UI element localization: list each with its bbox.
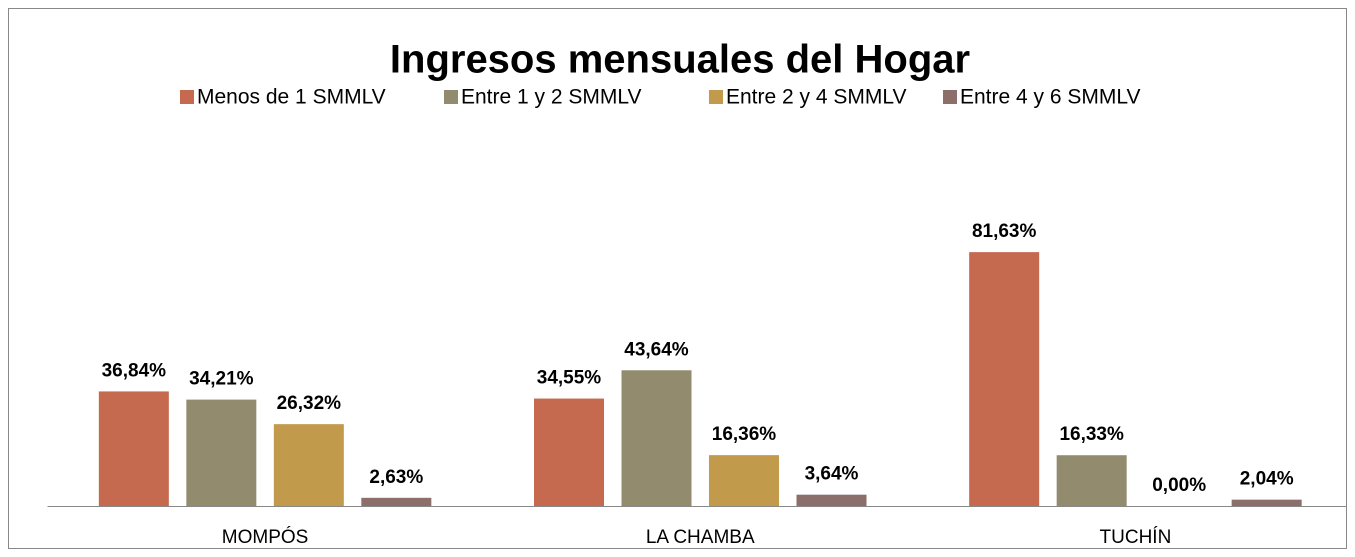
data-label: 16,36% bbox=[712, 424, 777, 445]
data-label: 43,64% bbox=[624, 339, 689, 360]
legend-label: Entre 1 y 2 SMMLV bbox=[461, 86, 642, 109]
bar bbox=[534, 398, 604, 506]
x-tick-label: TUCHÍN bbox=[1100, 527, 1172, 548]
data-label: 34,21% bbox=[189, 369, 254, 390]
legend-swatch bbox=[444, 90, 458, 104]
bar bbox=[273, 424, 344, 506]
bar bbox=[709, 455, 779, 506]
data-label: 16,33% bbox=[1059, 424, 1124, 445]
x-tick-label: MOMPÓS bbox=[222, 526, 309, 548]
chart-title: Ingresos mensuales del Hogar bbox=[390, 38, 970, 82]
legend-label: Menos de 1 SMMLV bbox=[197, 86, 386, 109]
data-label: 34,55% bbox=[537, 368, 602, 389]
data-label: 81,63% bbox=[972, 221, 1037, 242]
bar bbox=[1056, 455, 1127, 506]
data-label: 3,64% bbox=[805, 464, 859, 485]
x-tick-label: LA CHAMBA bbox=[646, 527, 755, 548]
bar bbox=[621, 370, 692, 506]
data-label: 0,00% bbox=[1152, 475, 1206, 496]
legend-swatch bbox=[943, 90, 957, 104]
bar bbox=[98, 391, 169, 506]
data-label: 36,84% bbox=[102, 360, 167, 381]
legend-swatch bbox=[180, 90, 194, 104]
bar bbox=[796, 494, 867, 506]
legend-label: Entre 4 y 6 SMMLV bbox=[960, 86, 1141, 109]
data-label: 26,32% bbox=[277, 393, 342, 414]
bar bbox=[1231, 499, 1302, 506]
legend-swatch bbox=[709, 90, 723, 104]
legend-label: Entre 2 y 4 SMMLV bbox=[726, 86, 907, 109]
bar bbox=[186, 399, 257, 506]
bar bbox=[361, 497, 432, 506]
data-label: 2,63% bbox=[369, 467, 423, 488]
data-label: 2,04% bbox=[1240, 469, 1294, 490]
bar bbox=[969, 252, 1040, 506]
